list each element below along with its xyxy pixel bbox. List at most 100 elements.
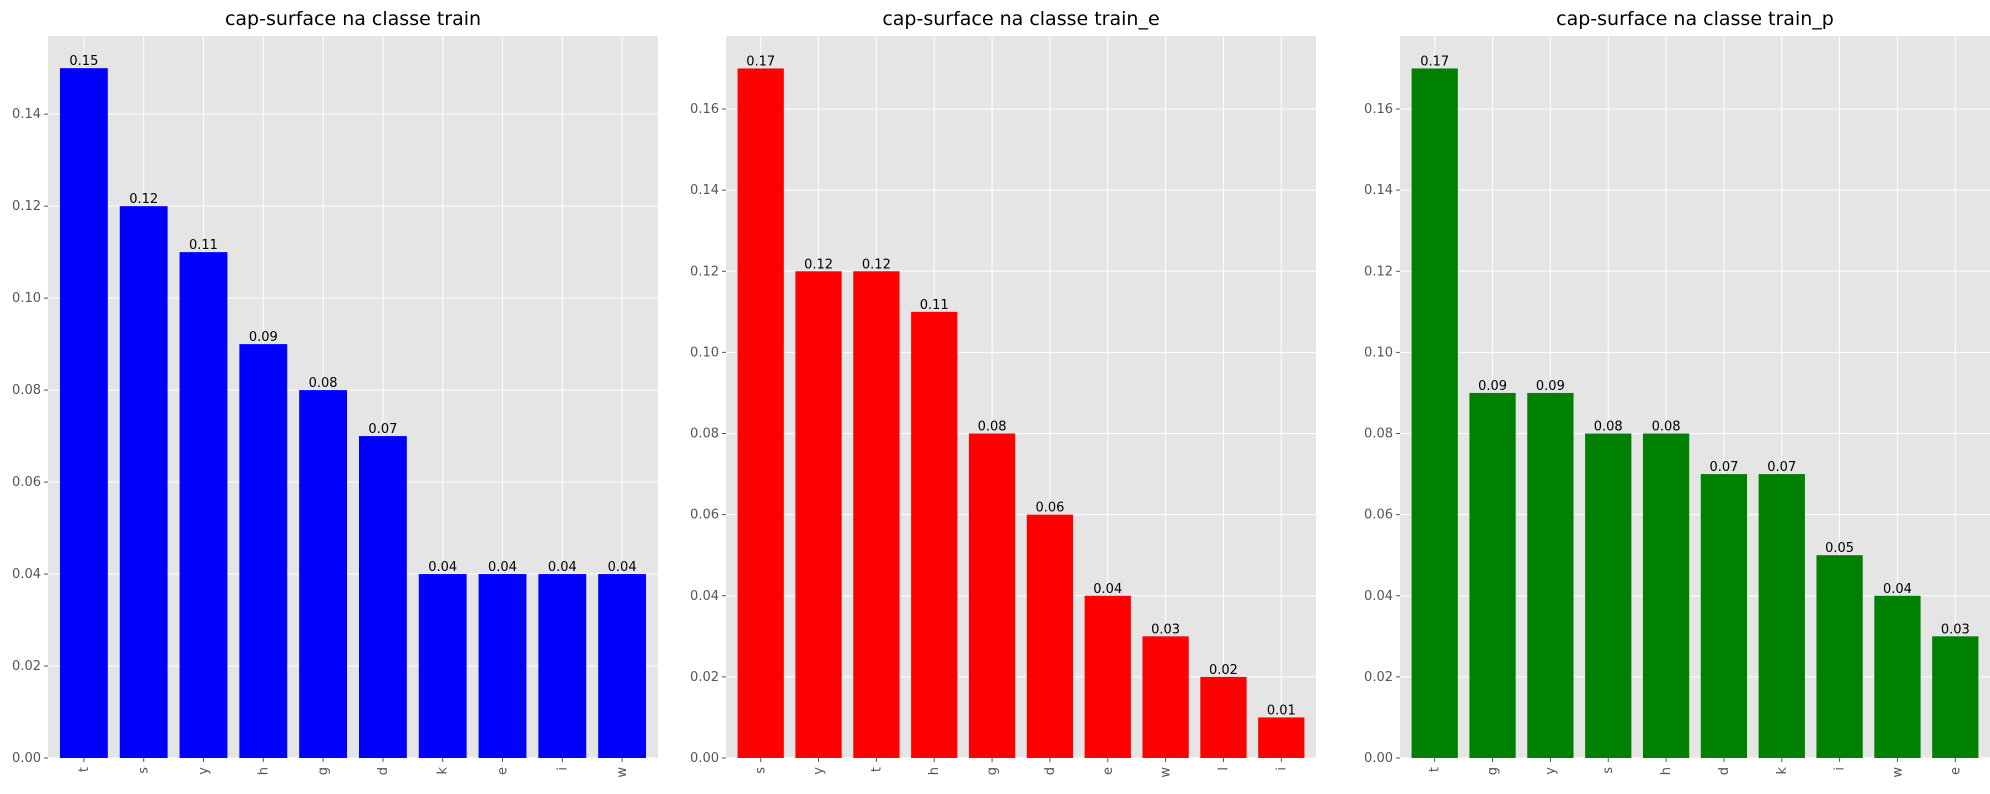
data-label: 0.07 — [1709, 460, 1738, 475]
x-tick-label: e — [1948, 767, 1963, 775]
bar-t[interactable] — [59, 68, 108, 758]
y-tick-label: 0.06 — [1364, 508, 1393, 523]
y-tick-label: 0.16 — [1364, 102, 1393, 117]
y-tick-label: 0.16 — [690, 102, 719, 117]
bar-i[interactable] — [1258, 717, 1305, 758]
x-tick-label: d — [376, 767, 391, 775]
x-tick-label: i — [555, 767, 570, 771]
bar-d[interactable] — [1026, 514, 1074, 758]
x-tick-label: t — [1428, 767, 1443, 772]
x-tick-label: s — [754, 767, 769, 774]
data-label: 0.09 — [1478, 379, 1507, 394]
x-tick-label: g — [1486, 767, 1501, 775]
x-tick-label: e — [496, 767, 511, 775]
bar-k[interactable] — [1758, 474, 1805, 758]
x-tick-label: s — [137, 767, 152, 774]
bar-y[interactable] — [179, 252, 228, 758]
bar-i[interactable] — [538, 574, 587, 758]
x-tick-label: y — [812, 767, 827, 775]
y-tick-label: 0.04 — [1364, 589, 1393, 604]
x-tick-label: k — [1775, 767, 1790, 775]
data-label: 0.08 — [1652, 420, 1681, 435]
y-tick-label: 0.02 — [1364, 670, 1393, 685]
data-label: 0.12 — [804, 257, 833, 272]
x-tick-label: w — [1159, 767, 1174, 778]
data-label: 0.07 — [1767, 460, 1796, 475]
y-tick-label: 0.00 — [690, 751, 719, 766]
x-tick-label: y — [196, 767, 211, 775]
y-tick-label: 0.14 — [690, 183, 719, 198]
bar-g[interactable] — [968, 433, 1016, 758]
chart-title: cap-surface na classe train_p — [1556, 8, 1834, 30]
y-tick-label: 0.06 — [690, 508, 719, 523]
chart-title: cap-surface na classe train_e — [882, 8, 1159, 30]
data-label: 0.04 — [488, 560, 517, 575]
bar-t[interactable] — [853, 271, 900, 758]
bar-e[interactable] — [1084, 595, 1131, 758]
y-tick-label: 0.12 — [12, 199, 41, 214]
chart-panel-3: 0.00 0.02 0.04 0.06 0.08 0.10 0.12 0.14 0.16 0.17… — [1364, 8, 1990, 778]
y-tick-label: 0.14 — [12, 107, 41, 122]
data-label: 0.01 — [1267, 703, 1296, 718]
data-label: 0.05 — [1825, 541, 1854, 556]
y-tick-label: 0.10 — [1364, 345, 1393, 360]
bar-y[interactable] — [795, 271, 842, 758]
x-tick-label: s — [1601, 767, 1616, 774]
bar-s[interactable] — [1585, 433, 1632, 758]
x-tick-label: t — [77, 767, 92, 772]
bar-s[interactable] — [737, 68, 784, 758]
x-tick-label: i — [1274, 767, 1289, 771]
data-label: 0.04 — [1093, 582, 1122, 597]
x-tick-label: y — [1543, 767, 1558, 775]
y-tick-label: 0.12 — [690, 264, 719, 279]
bar-i[interactable] — [1816, 555, 1863, 758]
y-tick-label: 0.14 — [1364, 183, 1393, 198]
bar-g[interactable] — [299, 390, 348, 758]
chart-title: cap-surface na classe train — [225, 8, 481, 30]
y-tick-label: 0.02 — [12, 659, 41, 674]
data-label: 0.17 — [1420, 54, 1449, 69]
bar-w[interactable] — [1874, 595, 1921, 758]
bar-k[interactable] — [418, 574, 467, 758]
data-label: 0.11 — [920, 298, 949, 313]
y-tick-label: 0.08 — [12, 383, 41, 398]
x-tick-label: w — [1890, 767, 1905, 778]
data-label: 0.08 — [1594, 420, 1623, 435]
data-label: 0.03 — [1941, 622, 1970, 637]
bar-d[interactable] — [358, 436, 407, 758]
x-tick-label: l — [1216, 767, 1231, 771]
data-label: 0.08 — [309, 376, 338, 391]
y-tick-label: 0.12 — [1364, 264, 1393, 279]
bar-w[interactable] — [1142, 636, 1189, 758]
data-label: 0.04 — [608, 560, 637, 575]
x-tick-label: t — [869, 767, 884, 772]
bar-g[interactable] — [1469, 392, 1516, 758]
data-label: 0.09 — [1536, 379, 1565, 394]
bar-h[interactable] — [911, 311, 958, 758]
y-tick-label: 0.08 — [690, 427, 719, 442]
data-label: 0.02 — [1209, 663, 1238, 678]
x-tick-label: h — [1659, 767, 1674, 775]
data-label: 0.12 — [862, 257, 891, 272]
bar-y[interactable] — [1527, 392, 1574, 758]
bar-w[interactable] — [598, 574, 647, 758]
bar-h[interactable] — [1642, 433, 1690, 758]
bar-l[interactable] — [1200, 676, 1247, 758]
bar-t[interactable] — [1411, 68, 1458, 758]
bar-e[interactable] — [478, 574, 527, 758]
data-label: 0.12 — [129, 192, 158, 207]
data-label: 0.04 — [548, 560, 577, 575]
bar-h[interactable] — [239, 344, 288, 758]
bar-e[interactable] — [1932, 636, 1979, 758]
y-tick-label: 0.04 — [690, 589, 719, 604]
data-label: 0.04 — [428, 560, 457, 575]
x-tick-label: i — [1833, 767, 1848, 771]
x-tick-label: h — [927, 767, 942, 775]
bar-d[interactable] — [1700, 474, 1748, 758]
y-tick-label: 0.10 — [12, 291, 41, 306]
y-tick-label: 0.08 — [1364, 427, 1393, 442]
bar-s[interactable] — [119, 206, 168, 759]
y-tick-label: 0.04 — [12, 567, 41, 582]
x-tick-label: h — [256, 767, 271, 775]
